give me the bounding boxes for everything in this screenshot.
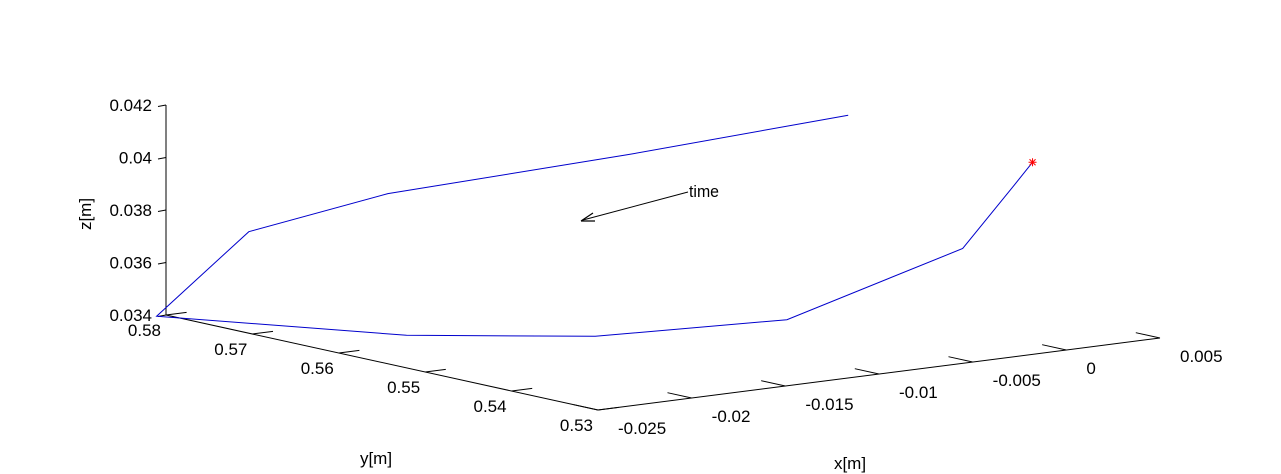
x-tick-mark [761,380,786,387]
time-arrow [582,191,689,221]
z-tick-mark [157,262,167,265]
x-tick-label: 0.005 [1180,347,1223,366]
z-tick-label: 0.042 [109,96,152,115]
y-tick-label: 0.55 [387,378,420,397]
x-tick-mark [667,392,692,399]
x-axis-title: x[m] [834,454,866,473]
y-tick-mark [338,349,360,354]
time-label: time [689,182,719,201]
y-tick-mark [511,387,533,392]
x-tick-label: -0.025 [618,419,666,438]
y-axis-ticks: 0.58 0.57 0.56 0.55 0.54 0.53 [128,311,619,435]
z-tick-mark [157,104,167,107]
z-axis-title: z[m] [76,198,95,230]
y-tick-label: 0.57 [214,340,247,359]
time-annotation: time [580,182,719,222]
y-axis-line [165,314,599,411]
x-tick-label: 0 [1086,359,1095,378]
time-arrowhead [580,212,595,222]
x-tick-mark [573,404,599,411]
z-tick-label: 0.034 [109,306,152,325]
x-tick-label: -0.02 [712,407,751,426]
y-tick-label: 0.58 [128,321,161,340]
y-axis-title: y[m] [360,449,392,468]
series-group [155,114,1037,337]
y-tick-mark [425,368,446,373]
x-tick-label: -0.01 [899,383,938,402]
z-tick-mark [157,157,167,160]
y-tick-label: 0.54 [474,397,507,416]
y-tick-mark [165,311,187,316]
x-tick-label: -0.005 [993,371,1041,390]
x-tick-label: -0.015 [805,395,853,414]
x-axis-ticks: -0.025 -0.02 -0.015 -0.01 -0.005 0 0.005 [573,332,1223,438]
z-tick-mark [157,209,167,212]
y-tick-mark [597,406,619,411]
z-tick-label: 0.038 [109,201,152,220]
trajectory-line [155,114,1033,337]
y-tick-label: 0.53 [560,416,593,435]
y-tick-label: 0.56 [301,359,334,378]
start-marker [1028,158,1037,167]
x-tick-mark [854,368,880,375]
x-tick-mark [1135,332,1161,339]
z-tick-label: 0.036 [109,254,152,273]
x-tick-mark [948,356,973,363]
z-tick-label: 0.04 [119,149,152,168]
z-axis-ticks: 0.042 0.04 0.038 0.036 0.034 [109,96,167,325]
x-tick-mark [1042,344,1067,351]
y-tick-mark [252,330,274,335]
